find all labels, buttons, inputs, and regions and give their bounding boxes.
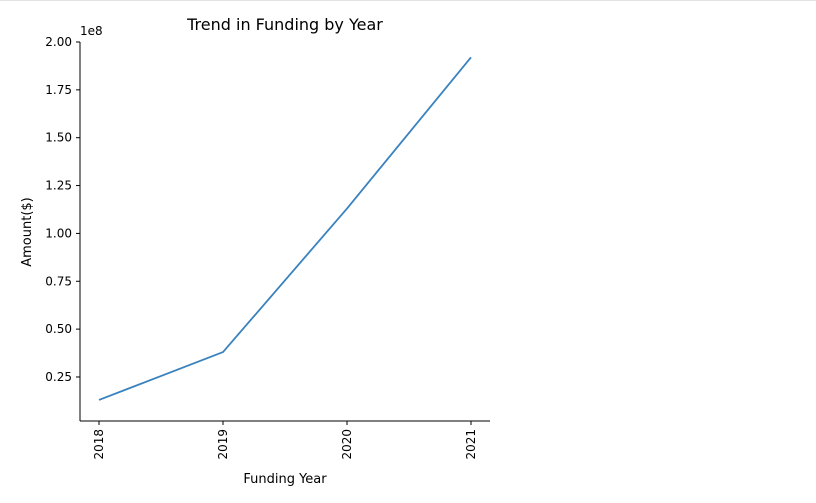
y-tick-label-7: 2.00 bbox=[45, 35, 72, 49]
y-tick-label-6: 1.75 bbox=[45, 83, 72, 97]
chart-title: Trend in Funding by Year bbox=[186, 15, 383, 34]
x-axis-ticks: 2018 2019 2020 2021 bbox=[92, 421, 478, 460]
series-line-0 bbox=[98, 56, 472, 401]
x-tick-label-2: 2020 bbox=[340, 429, 354, 460]
y-tick-label-5: 1.50 bbox=[45, 131, 72, 145]
y-axis-label: Amount($) bbox=[20, 197, 35, 267]
x-tick-label-3: 2021 bbox=[464, 429, 478, 460]
y-axis-offset-label: 1e8 bbox=[80, 24, 103, 38]
y-tick-label-1: 0.50 bbox=[45, 322, 72, 336]
x-tick-label-1: 2019 bbox=[216, 429, 230, 460]
y-axis-ticks: 0.25 0.50 0.75 1.00 1.25 1.50 1.75 2.00 bbox=[45, 35, 80, 384]
series-layer bbox=[98, 56, 472, 401]
y-tick-label-0: 0.25 bbox=[45, 370, 72, 384]
x-axis-label: Funding Year bbox=[243, 472, 327, 487]
x-tick-label-0: 2018 bbox=[92, 429, 106, 460]
y-tick-label-3: 1.00 bbox=[45, 226, 72, 240]
top-border bbox=[0, 0, 816, 1]
y-tick-label-2: 0.75 bbox=[45, 274, 72, 288]
y-tick-label-4: 1.25 bbox=[45, 179, 72, 193]
